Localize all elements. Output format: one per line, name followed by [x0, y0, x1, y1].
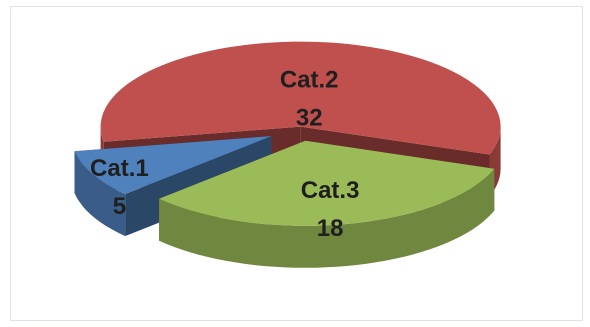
- data-label-category: Cat.2: [280, 66, 339, 93]
- slice: [100, 41, 501, 155]
- slice: [74, 136, 272, 195]
- data-labels: Cat.1 5 Cat.2 32 Cat.3 18: [90, 66, 359, 242]
- data-label-category: Cat.1: [90, 155, 149, 182]
- data-label-category: Cat.3: [301, 177, 360, 204]
- data-label-value: 18: [317, 215, 344, 242]
- data-label-value: 32: [296, 104, 323, 131]
- slice-rim: [74, 151, 126, 237]
- data-label-value: 5: [113, 193, 126, 220]
- pie: [74, 41, 501, 268]
- slice: [159, 140, 495, 226]
- slice-rim: [159, 168, 495, 268]
